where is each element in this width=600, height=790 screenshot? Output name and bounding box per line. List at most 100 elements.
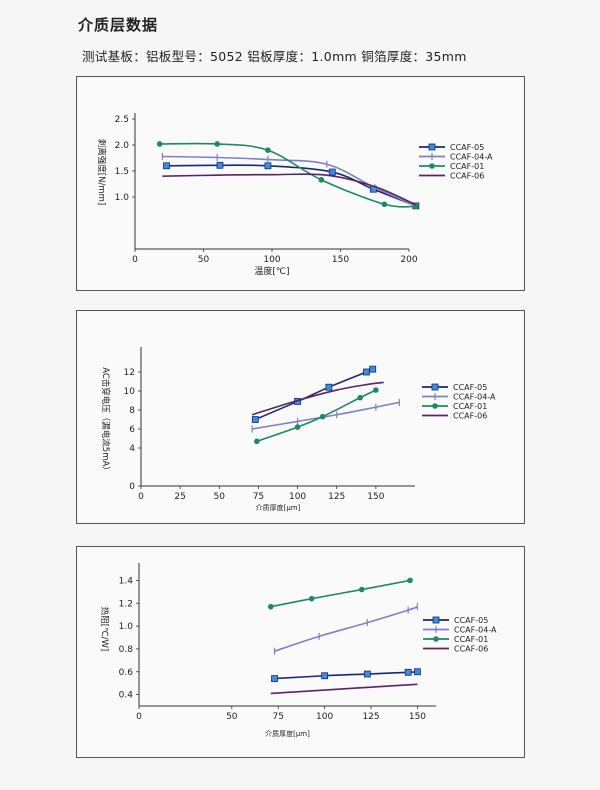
series-line xyxy=(159,142,416,208)
x-tick-label: 125 xyxy=(328,492,345,502)
data-point xyxy=(369,365,377,373)
legend-label: CCAF-04-A xyxy=(453,393,496,402)
chart-1-svg: 0 50 100 150 200 1.0 1.5 2.0 2.5 温度[℃] 剥离强度[N/mm] C… xyxy=(96,113,493,277)
data-point xyxy=(318,177,325,183)
x-tick-label: 50 xyxy=(226,712,238,722)
legend-label: CCAF-04-A xyxy=(454,626,497,635)
series-line xyxy=(274,670,418,680)
data-point xyxy=(373,387,379,393)
data-point xyxy=(429,163,435,169)
y-tick-label: 6 xyxy=(129,425,135,435)
series-ccaf-05 xyxy=(251,365,377,423)
data-point xyxy=(321,672,329,680)
page-title: 介质层数据 xyxy=(78,16,159,34)
data-point xyxy=(433,636,439,642)
data-point xyxy=(319,413,326,420)
x-tick-label: 75 xyxy=(253,492,264,502)
y-axis-label: 热阻[℃/W] xyxy=(99,607,110,651)
legend-label: CCAF-05 xyxy=(453,383,487,392)
data-point xyxy=(308,595,315,602)
data-point xyxy=(404,668,412,676)
x-tick-label: 75 xyxy=(272,712,283,722)
data-point xyxy=(363,368,370,376)
x-tick-label: 0 xyxy=(132,255,138,265)
y-axis-label: AC击穿电压（漏电流5mA） xyxy=(100,367,111,475)
x-tick-label: 0 xyxy=(138,492,144,502)
data-point xyxy=(432,616,440,624)
x-tick-label: 50 xyxy=(198,255,210,265)
legend-label: CCAF-05 xyxy=(450,143,484,152)
breakdown-voltage-chart-panel: 0 25 50 75 100 125 150 0 4 6 8 10 12 介质厚度[μm] AC击穿电压（漏… xyxy=(76,310,525,524)
x-tick-label: 150 xyxy=(409,712,426,722)
y-tick-label: 0 xyxy=(129,482,135,492)
series-line xyxy=(166,164,417,207)
x-tick-label: 100 xyxy=(263,255,280,265)
x-axis-label: 温度[℃] xyxy=(254,265,289,277)
series-line xyxy=(162,173,417,206)
series-ccaf-04-a xyxy=(273,603,419,655)
data-point xyxy=(294,424,301,430)
x-tick-label: 25 xyxy=(174,492,185,502)
legend-label: CCAF-01 xyxy=(454,635,488,644)
data-point xyxy=(381,201,388,208)
page-subtitle: 测试基板：铝板型号：5052 铝板厚度：1.0mm 铜箔厚度：35mm xyxy=(82,49,467,64)
y-tick-label: 12 xyxy=(124,368,135,378)
data-point xyxy=(428,143,436,151)
y-tick-label: 10 xyxy=(124,387,136,397)
series-ccaf-04-a xyxy=(251,398,400,433)
series-ccaf-05 xyxy=(163,161,420,210)
series-ccaf-01 xyxy=(267,577,413,610)
x-tick-label: 150 xyxy=(367,492,384,502)
y-axis-label: 剥离强度[N/mm] xyxy=(96,139,107,205)
data-point xyxy=(254,438,260,445)
series-ccaf-01 xyxy=(254,387,379,445)
series-line xyxy=(251,381,384,416)
x-tick-label: 0 xyxy=(136,712,142,722)
series-ccaf-06 xyxy=(251,381,384,416)
legend-label: CCAF-06 xyxy=(450,172,484,181)
y-tick-label: 0.8 xyxy=(119,645,134,655)
legend-label: CCAF-05 xyxy=(454,616,488,625)
data-point xyxy=(271,675,278,683)
thermal-resistance-chart-panel: 0 50 75 100 125 150 0.4 0.6 0.8 1.0 1.2 1.4 介质厚度[μm]… xyxy=(76,546,525,758)
legend-label: CCAF-04-A xyxy=(450,153,493,162)
x-axis-label: 介质厚度[μm] xyxy=(256,503,301,512)
data-point xyxy=(414,668,421,676)
legend-label: CCAF-01 xyxy=(450,162,484,171)
x-tick-label: 150 xyxy=(332,255,349,265)
x-tick-label: 100 xyxy=(289,492,306,502)
x-axis-label: 介质厚度[μm] xyxy=(265,729,310,738)
series-line xyxy=(162,155,417,207)
y-tick-label: 8 xyxy=(129,406,135,416)
data-point xyxy=(156,141,163,147)
series-ccaf-06 xyxy=(162,173,417,206)
data-point xyxy=(251,416,259,423)
data-point xyxy=(325,383,333,391)
data-point xyxy=(328,168,336,176)
legend-label: CCAF-06 xyxy=(453,412,487,421)
data-point xyxy=(163,162,170,170)
y-tick-label: 1.2 xyxy=(119,599,133,609)
data-point xyxy=(363,670,371,678)
y-tick-label: 1.5 xyxy=(115,167,129,177)
x-tick-label: 100 xyxy=(316,712,333,722)
legend-label: CCAF-01 xyxy=(453,402,487,411)
data-point xyxy=(407,577,413,584)
data-point xyxy=(264,162,272,170)
data-point xyxy=(265,147,271,153)
y-tick-label: 1.0 xyxy=(119,622,134,632)
series-ccaf-05 xyxy=(271,668,421,683)
y-tick-label: 1.0 xyxy=(115,193,130,203)
series-line xyxy=(270,579,411,608)
y-tick-label: 0.4 xyxy=(119,691,134,701)
y-tick-label: 4 xyxy=(129,444,135,454)
series-line xyxy=(270,683,418,695)
series-ccaf-01 xyxy=(156,141,419,210)
x-tick-label: 50 xyxy=(214,492,226,502)
y-tick-label: 2.5 xyxy=(115,115,129,125)
series-line xyxy=(274,605,418,652)
x-tick-label: 200 xyxy=(400,255,417,265)
peel-strength-chart-panel: 0 50 100 150 200 1.0 1.5 2.0 2.5 温度[℃] 剥离强度[N/mm] C… xyxy=(76,76,525,291)
data-point xyxy=(214,141,220,147)
data-point xyxy=(358,586,365,593)
